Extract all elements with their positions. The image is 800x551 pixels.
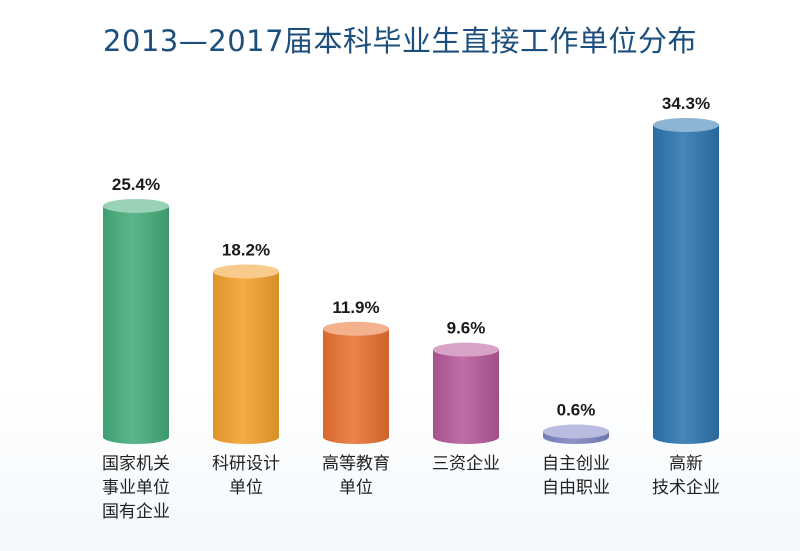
bar-5 (653, 118, 719, 444)
value-label-3: 9.6% (447, 319, 486, 338)
category-label-0-1: 事业单位 (102, 478, 170, 498)
value-label-1: 18.2% (222, 240, 270, 259)
bar-top-0 (103, 198, 169, 213)
bar-top-5 (653, 118, 719, 132)
bar-body-5 (653, 125, 719, 444)
value-label-4: 0.6% (557, 401, 596, 420)
category-label-5-1: 技术企业 (652, 478, 720, 498)
bar-body-0 (103, 205, 169, 444)
value-label-5: 34.3% (662, 94, 710, 113)
category-label-3-0: 三资企业 (432, 454, 500, 474)
bar-body-1 (213, 271, 279, 444)
category-label-1-0: 科研设计 (212, 454, 280, 474)
bar-top-2 (323, 321, 389, 336)
category-label-0-0: 国家机关 (102, 454, 170, 474)
category-label-2-0: 高等教育 (322, 454, 390, 474)
bar-top-3 (433, 342, 499, 357)
category-label-4-1: 自由职业 (542, 478, 610, 498)
category-label-4-0: 自主创业 (542, 454, 610, 474)
bar-4 (543, 424, 609, 444)
bar-body-2 (323, 328, 389, 444)
bar-2 (323, 321, 389, 444)
category-label-1-1: 单位 (229, 478, 263, 498)
bar-3 (433, 342, 499, 444)
chart-title: 2013—2017届本科毕业生直接工作单位分布 (102, 24, 698, 58)
bar-top-4 (543, 424, 609, 439)
category-label-0-2: 国有企业 (102, 502, 170, 522)
bar-0 (103, 198, 169, 444)
bar-top-1 (213, 264, 279, 279)
category-label-5-0: 高新 (669, 454, 703, 474)
category-label-2-1: 单位 (339, 478, 373, 498)
bar-body-3 (433, 349, 499, 444)
bar-1 (213, 264, 279, 444)
value-label-0: 25.4% (112, 175, 160, 194)
value-label-2: 11.9% (332, 298, 379, 317)
